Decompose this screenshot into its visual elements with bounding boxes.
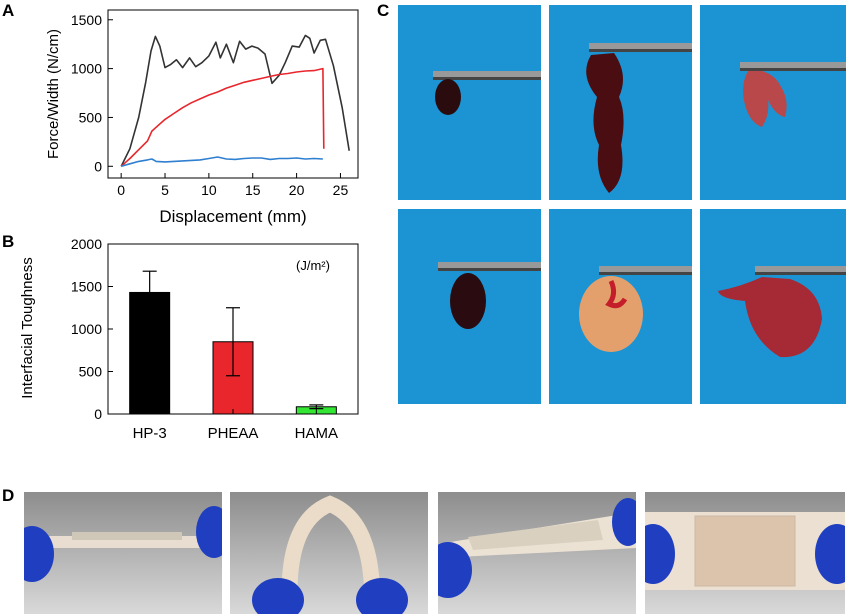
- panel-label-c: C: [377, 1, 390, 20]
- chart-b-category-label: HP-3: [133, 425, 167, 442]
- chart-a-frame: [107, 9, 359, 179]
- panel-label-d: D: [2, 486, 15, 505]
- panel-label-a: A: [2, 1, 15, 20]
- chart-b-ytick-label: 1000: [71, 321, 102, 337]
- chart-a-xtick-label: 10: [201, 182, 217, 198]
- chart-b-ytick-label: 0: [94, 406, 102, 422]
- chart-a-xtick-label: 25: [333, 182, 349, 198]
- chart-a-ytick-label: 0: [94, 158, 102, 174]
- tissue-photo-kidney: [398, 209, 541, 404]
- chart-a-xlabel: Displacement (mm): [159, 207, 306, 226]
- chart-a-ylabel: Force/Width (N/cm): [45, 29, 62, 159]
- chart-b-unit-note: (J/m²): [296, 258, 330, 273]
- chart-b-category-label: PHEAA: [208, 425, 259, 442]
- chart-b-ylabel: Interfacial Toughness: [19, 257, 36, 398]
- chart-b-ytick-label: 1500: [71, 279, 102, 295]
- adhesive-photo-flat: [24, 492, 222, 614]
- chart-b-ytick-label: 2000: [71, 236, 102, 252]
- chart-a-series-line-2: [120, 67, 325, 167]
- chart-a-xtick-label: 20: [289, 182, 305, 198]
- chart-b-category-label: HAMA: [295, 425, 338, 442]
- chart-a-ytick-label: 1000: [71, 61, 102, 77]
- tissue-photo-muscle: [700, 209, 846, 404]
- interfacial-toughness-chart: 0 500 1000 1500 2000 HP-3 PHEAA HAMA (J/m²) In…: [19, 236, 359, 442]
- chart-a-series-line-3: [120, 156, 323, 168]
- chart-a-series-line-1: [120, 34, 350, 167]
- adhesive-photo-stretched: [645, 492, 845, 614]
- adhesive-photo-bent: [230, 492, 428, 614]
- tissue-photo-liver: [549, 5, 692, 200]
- chart-a-xtick-label: 0: [117, 182, 125, 198]
- panel-label-b: B: [2, 232, 15, 251]
- chart-a-ytick-label: 500: [79, 109, 103, 125]
- chart-a-xtick-label: 5: [161, 182, 169, 198]
- chart-a-xtick-label: 15: [245, 182, 261, 198]
- tissue-photo-heart: [398, 5, 541, 200]
- chart-b-ytick-label: 500: [79, 364, 103, 380]
- adhesive-photo-twisted: [438, 492, 636, 614]
- chart-a-ytick-label: 1500: [71, 12, 102, 28]
- tissue-photo-stomach: [549, 209, 692, 404]
- force-displacement-chart: 0 5 10 15 20 25 0 500 1000 1500 Displacement (mm)…: [45, 9, 359, 226]
- tissue-photo-lung: [700, 5, 846, 200]
